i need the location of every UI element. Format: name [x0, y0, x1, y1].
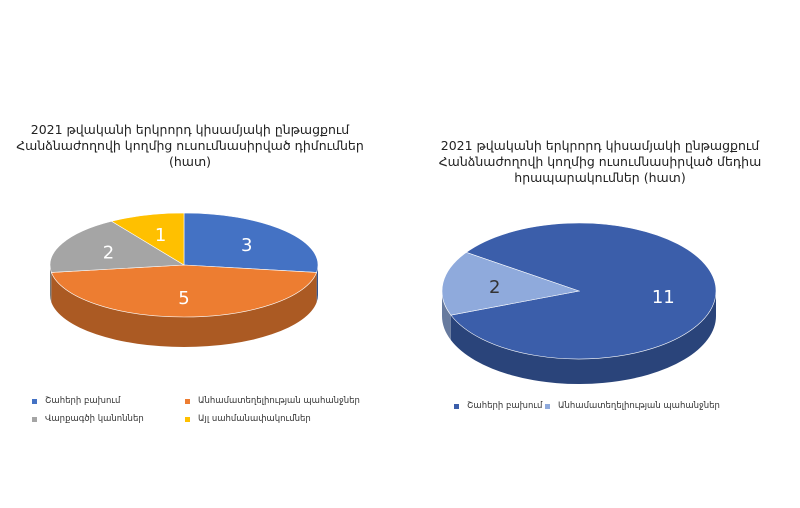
- legend-label: Այլ սահմանափակումներ: [198, 414, 311, 424]
- chart-title-line: (հատ): [168, 154, 212, 169]
- pie-data-label: 2: [103, 243, 114, 264]
- pie-slice: [441, 252, 581, 316]
- chart-title-line: Հանձնաժողովի կողմից ուսումնասիրված դիմու…: [16, 138, 364, 153]
- chart-title-line: 2021 թվականի երկրորդ կիսամյակի ընթացքում: [440, 138, 760, 153]
- legend-swatch: [32, 398, 37, 404]
- legend-label: Անհամատեղելիության պահանջներ: [198, 396, 360, 406]
- pie-slice-side: [51, 272, 317, 347]
- legend-item: Շահերի բախում: [454, 401, 542, 411]
- legend-item: Վարքագծի կանոններ: [32, 414, 144, 424]
- pie-chart: 3 5 2 1: [49, 212, 319, 347]
- pie-chart: 11 2: [441, 222, 717, 384]
- legend-swatch: [185, 416, 190, 422]
- chart-panel-left: 2021 թվականի երկրորդ կիսամյակի ընթացքում…: [0, 0, 390, 508]
- legend-label: Շահերի բախում: [467, 401, 543, 411]
- legend-label: Շահերի բախում: [45, 396, 121, 406]
- pie-slice-side: [50, 265, 52, 303]
- pie-data-label: 3: [241, 235, 252, 256]
- chart-title-line: հրապարակումներ (հատ): [514, 170, 686, 185]
- pie-slice-side: [316, 265, 318, 303]
- pie-data-label: 11: [652, 287, 675, 308]
- legend-swatch: [32, 416, 37, 422]
- legend-item: Անհամատեղելիության պահանջներ: [545, 401, 720, 411]
- pie-slice-side: [450, 291, 716, 384]
- chart-title-line: Հանձնաժողովի կողմից ուսումնասիրված մեդիա: [438, 154, 762, 169]
- pie-data-label: 2: [489, 277, 500, 298]
- chart-title: 2021 թվականի երկրորդ կիսամյակի ընթացքում…: [410, 138, 790, 186]
- legend-label: Անհամատեղելիության պահանջներ: [558, 401, 720, 411]
- legend-swatch: [545, 403, 550, 409]
- chart-title-line: 2021 թվականի երկրորդ կիսամյակի ընթացքում: [30, 122, 350, 137]
- pie-data-label: 5: [178, 288, 189, 309]
- legend-item: Անհամատեղելիության պահանջներ: [185, 396, 360, 406]
- chart-panel-right: 2021 թվականի երկրորդ կիսամյակի ընթացքում…: [400, 0, 800, 508]
- legend-item: Շահերի բախում: [32, 396, 120, 406]
- legend-label: Վարքագծի կանոններ: [45, 414, 144, 424]
- pie-data-label: 1: [155, 225, 166, 246]
- pie-slice: [110, 212, 185, 266]
- legend-item: Այլ սահմանափակումներ: [185, 414, 311, 424]
- pie-slice: [450, 222, 717, 360]
- pie-slice: [49, 220, 185, 273]
- pie-slice: [50, 264, 318, 318]
- chart-title: 2021 թվականի երկրորդ կիսամյակի ընթացքում…: [10, 122, 370, 170]
- legend-swatch: [454, 403, 459, 409]
- pie-slice: [183, 212, 319, 273]
- legend-swatch: [185, 398, 190, 404]
